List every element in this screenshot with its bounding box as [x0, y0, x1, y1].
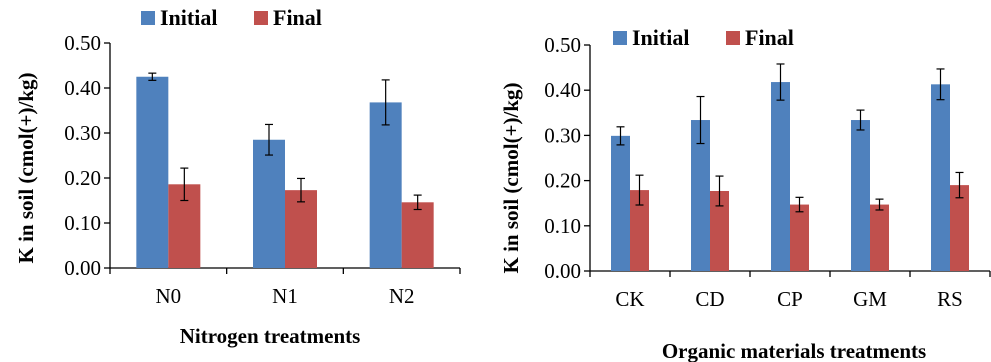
organic-materials-chart: K in soil (cmol(+)/kg) Organic materials…: [499, 25, 991, 362]
bar-final-cd: [710, 190, 729, 271]
nitrogen-chart: K in soil (cmol(+)/kg) Nitrogen treatmen…: [14, 5, 461, 348]
error-bar-initial-n1: [265, 123, 273, 156]
legend-swatch-initial: [141, 11, 155, 25]
x-tick-label: RS: [937, 287, 963, 311]
bar-final-cp: [790, 204, 809, 271]
y-tick-label: 0.20: [64, 166, 101, 190]
y-axis-title: K in soil (cmol(+)/kg): [499, 82, 523, 273]
x-axis-title: Nitrogen treatments: [180, 324, 361, 348]
legend-label-final: Final: [745, 25, 794, 50]
y-axis-title: K in soil (cmol(+)/kg): [14, 72, 38, 263]
y-tick-label: 0.10: [64, 211, 101, 235]
x-axis-title: Organic materials treatments: [662, 339, 926, 362]
bar-final-rs: [950, 185, 969, 271]
error-bar-final-n2: [413, 194, 422, 211]
error-bar-final-rs: [955, 171, 964, 199]
legend-swatch-final: [254, 11, 268, 25]
bar-final-n2: [401, 202, 434, 268]
y-tick-label: 0.10: [544, 214, 581, 238]
y-tick-label: 0.30: [64, 121, 101, 145]
x-tick-label: N0: [155, 284, 181, 308]
error-bar-initial-n2: [381, 79, 390, 126]
y-tick-label: 0.40: [544, 78, 581, 102]
y-tick-label: 0.00: [64, 256, 101, 280]
bar-initial-rs: [931, 84, 950, 271]
legend-label-initial: Initial: [160, 5, 217, 30]
bar-initial-cp: [771, 82, 790, 272]
bar-final-ck: [630, 190, 649, 271]
bar-initial-n0: [136, 76, 169, 268]
bar-initial-n1: [253, 139, 285, 268]
bar-initial-n2: [369, 102, 402, 269]
error-bar-final-cd: [715, 175, 724, 207]
error-bar-initial-cd: [696, 95, 705, 145]
bar-initial-cd: [691, 120, 710, 271]
error-bar-final-n1: [297, 177, 305, 203]
error-bar-initial-cp: [776, 63, 785, 101]
error-bar-final-n0: [180, 167, 189, 202]
y-tick-label: 0.50: [64, 31, 101, 55]
legend-label-final: Final: [273, 5, 322, 30]
error-bar-final-gm: [875, 198, 884, 211]
x-tick-label: N2: [389, 284, 415, 308]
x-tick-label: CK: [615, 287, 644, 311]
bar-final-n1: [285, 190, 317, 268]
bar-final-gm: [870, 204, 889, 271]
error-bar-initial-ck: [616, 126, 625, 146]
error-bar-final-cp: [795, 196, 804, 213]
error-bar-initial-gm: [856, 109, 865, 131]
error-bar-initial-rs: [936, 68, 945, 101]
bar-initial-gm: [851, 120, 870, 271]
x-tick-label: CD: [695, 287, 724, 311]
legend-swatch-final: [726, 31, 740, 45]
legend-label-initial: Initial: [632, 25, 689, 50]
legend-swatch-initial: [613, 31, 627, 45]
x-tick-label: CP: [777, 287, 803, 311]
error-bar-initial-n0: [148, 72, 157, 81]
y-tick-label: 0.40: [64, 76, 101, 100]
y-tick-label: 0.20: [544, 169, 581, 193]
x-tick-label: GM: [853, 287, 887, 311]
x-tick-label: N1: [272, 284, 298, 308]
y-tick-label: 0.30: [544, 123, 581, 147]
bar-initial-ck: [611, 135, 630, 271]
y-tick-label: 0.50: [544, 33, 581, 57]
y-tick-label: 0.00: [544, 259, 581, 283]
error-bar-final-ck: [635, 174, 644, 206]
